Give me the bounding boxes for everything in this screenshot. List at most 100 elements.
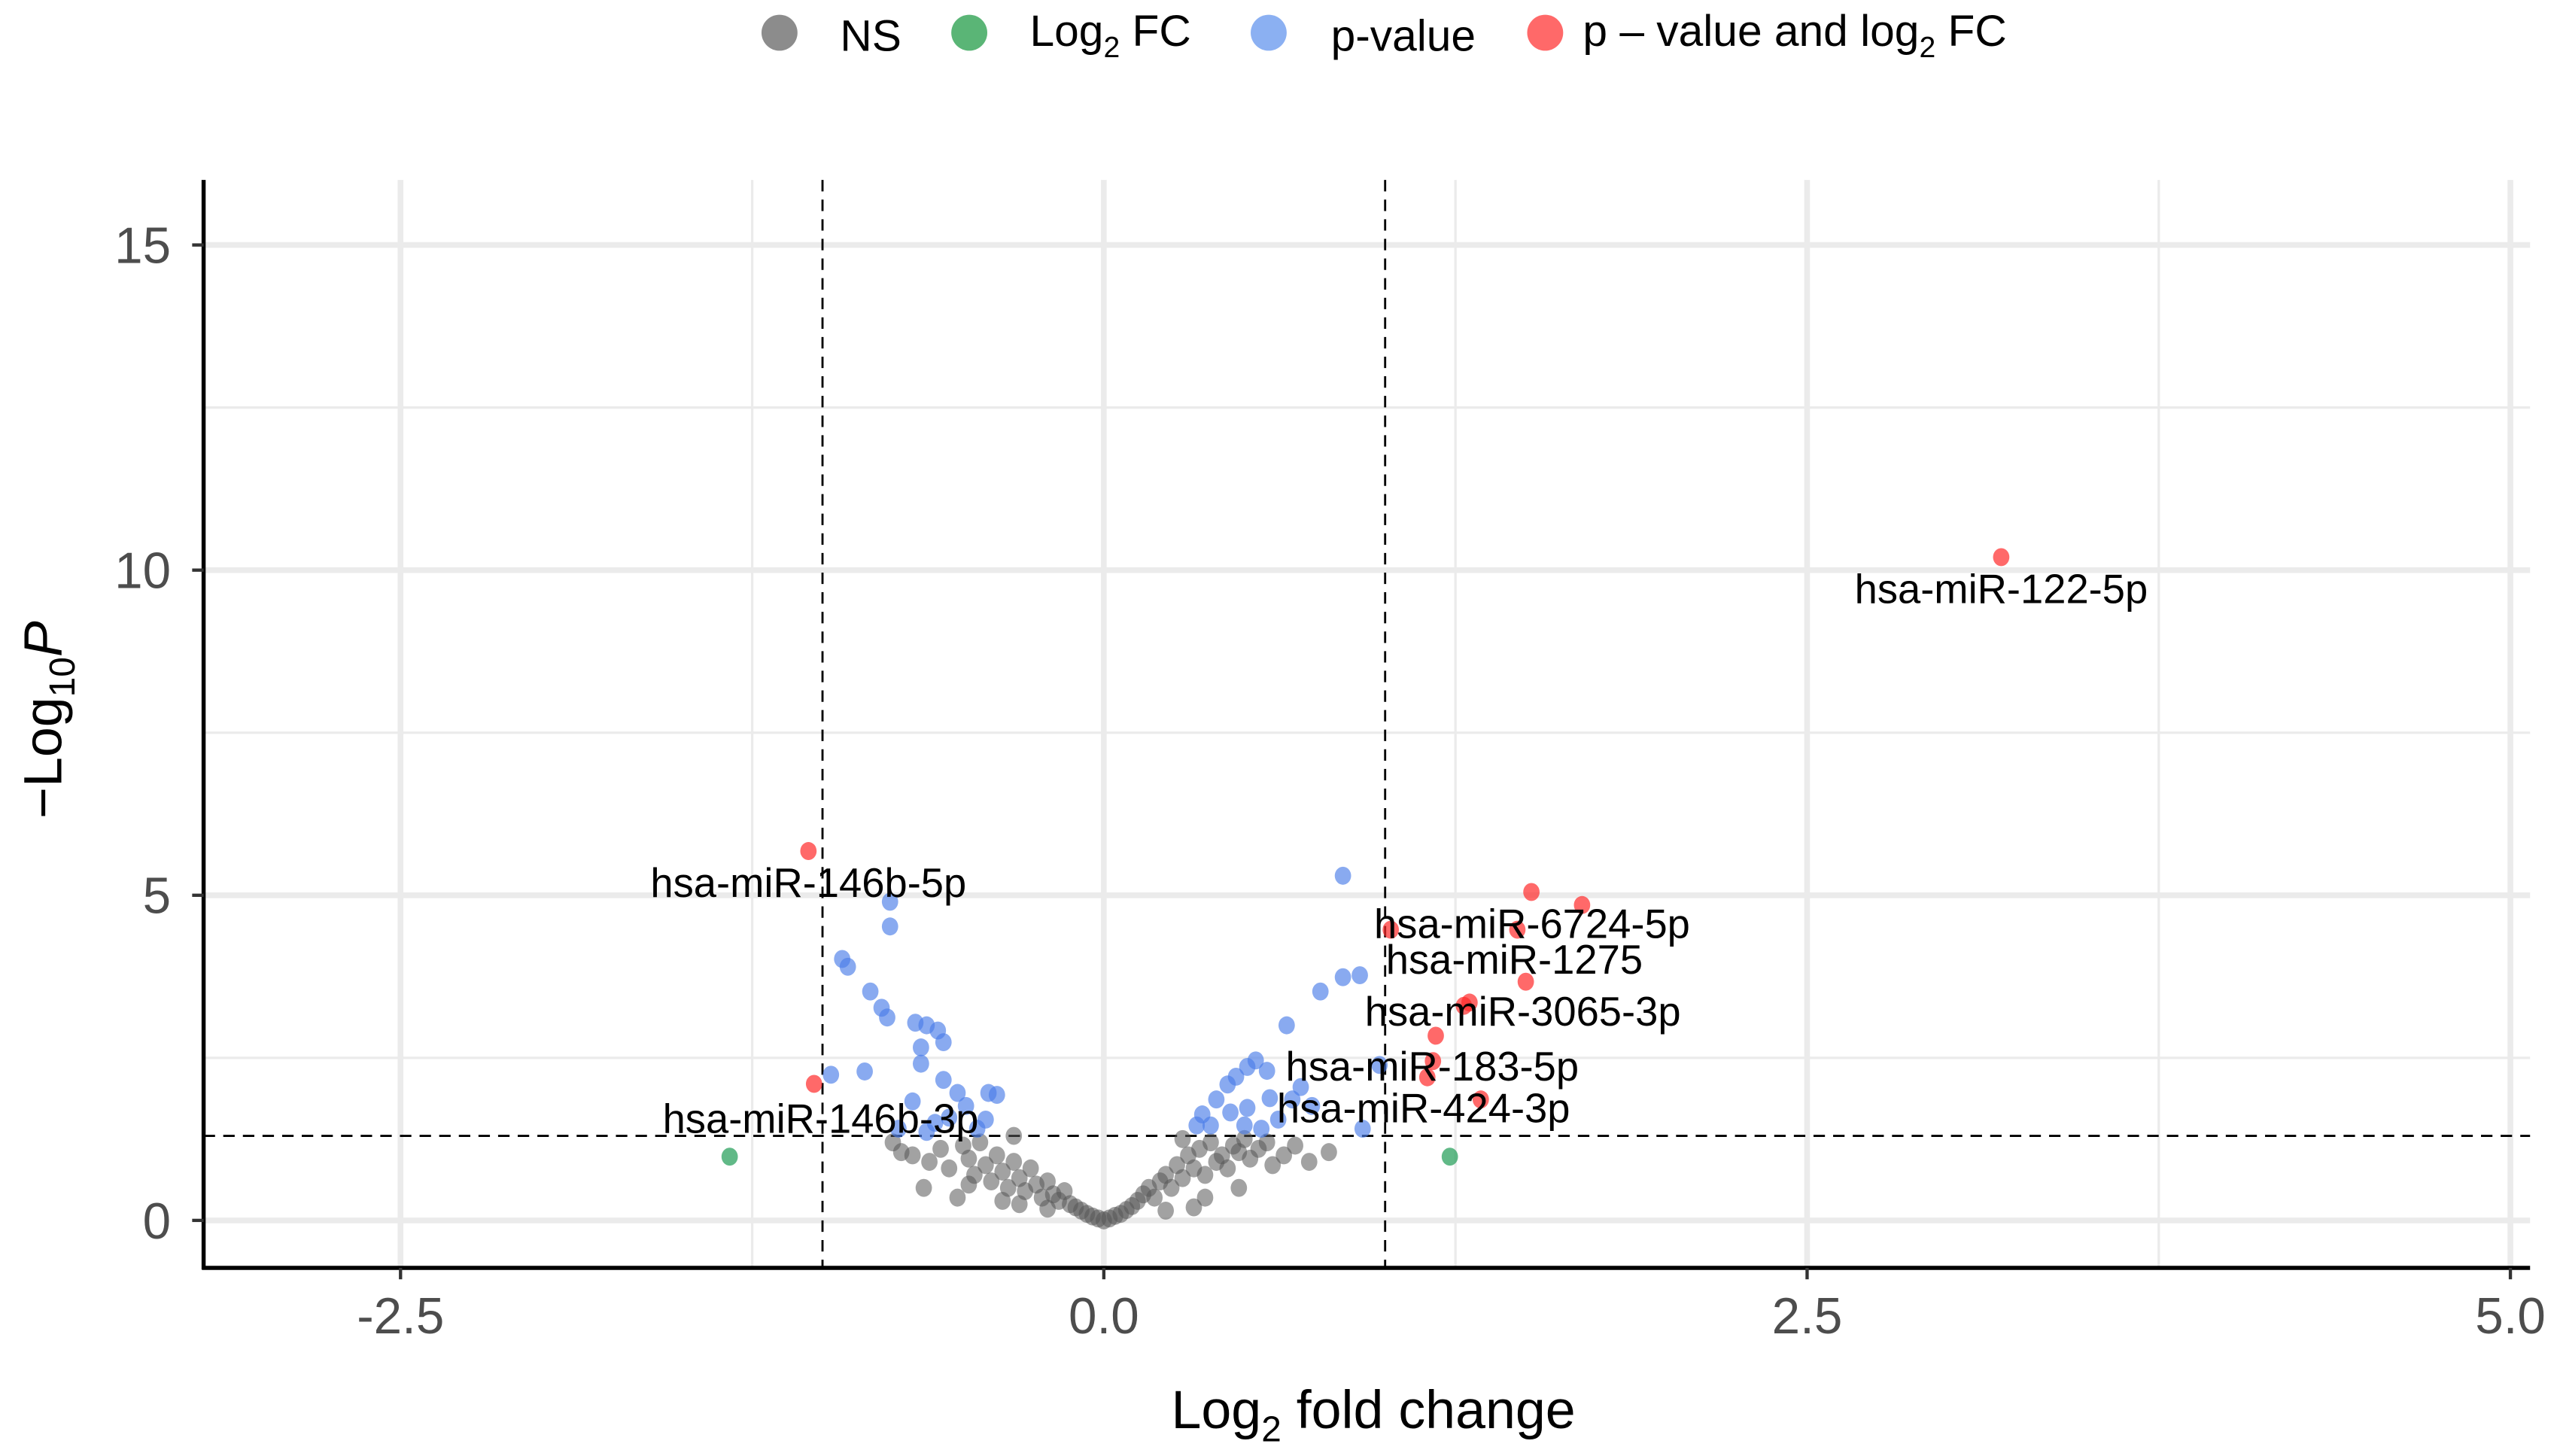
point-label: hsa-miR-146b-5p [650, 860, 966, 906]
point-both [1993, 548, 2010, 567]
point-p [1188, 1116, 1206, 1135]
y-axis-title: −Log10P [13, 621, 82, 819]
point-both [1418, 1068, 1436, 1087]
point-p [879, 1008, 895, 1027]
point-p [1219, 1075, 1236, 1094]
point-label: hsa-miR-1275 [1386, 937, 1643, 983]
point-p [839, 957, 856, 976]
point-label: hsa-miR-183-5p [1285, 1044, 1579, 1090]
point-p [881, 917, 898, 936]
point-both [1382, 920, 1400, 939]
legend-marker-ns [761, 14, 798, 51]
point-ns [932, 1139, 949, 1158]
point-ns [1157, 1201, 1174, 1220]
point-ns [1258, 1133, 1275, 1152]
point-p [1278, 1016, 1295, 1035]
point-p [935, 1033, 952, 1052]
point-ns [1039, 1199, 1056, 1218]
point-p [912, 1054, 929, 1073]
point-both [1509, 920, 1526, 939]
point-p [941, 1108, 958, 1127]
tick-labels: -2.5 0.0 2.5 5.0 0 5 10 15 [114, 217, 2546, 1344]
x-axis-title: Log2 fold change [1172, 1380, 1576, 1449]
legend-label-both: p – value and log2 FC [1583, 7, 2006, 64]
point-p [949, 1084, 966, 1102]
point-both [1472, 1090, 1489, 1109]
point-ns [1185, 1198, 1202, 1217]
point-both [1424, 1052, 1442, 1071]
legend-marker-pvalue [1251, 14, 1287, 51]
point-both [1573, 895, 1591, 914]
legend-label-log2fc: Log2 FC [1030, 7, 1191, 64]
x-tick-label: 2.5 [1772, 1288, 1843, 1345]
point-p [977, 1110, 994, 1129]
point-p [988, 1086, 1005, 1105]
point-p [1312, 982, 1329, 1001]
legend: NS Log2 FC p-value p – value and log2 FC [761, 7, 2007, 64]
point-ns [1005, 1126, 1023, 1145]
legend-item-ns: NS [761, 11, 901, 60]
point-p [862, 982, 879, 1001]
point-both [1461, 993, 1478, 1012]
point-ns [1321, 1143, 1337, 1162]
point-p [1354, 1120, 1371, 1138]
legend-label-ns: NS [840, 11, 901, 60]
point-ns [1264, 1156, 1282, 1175]
point-label: hsa-miR-424-3p [1277, 1086, 1570, 1132]
point-ns [1287, 1136, 1303, 1155]
point-ns [1174, 1169, 1191, 1187]
legend-marker-both [1527, 14, 1564, 51]
point-ns [904, 1146, 921, 1165]
point-ns [960, 1149, 977, 1168]
point-ns [1022, 1159, 1039, 1178]
point-p [912, 1038, 929, 1056]
point-p [1208, 1090, 1225, 1109]
point-p [1351, 966, 1368, 985]
point-ns [1005, 1153, 1023, 1172]
point-p [1284, 1090, 1301, 1109]
axes [201, 180, 2531, 1270]
point-p [1334, 968, 1351, 986]
point-both [1517, 972, 1534, 991]
point-ns [1163, 1178, 1180, 1197]
point-ns [994, 1192, 1011, 1210]
point-p [1334, 866, 1351, 885]
point-p [1269, 1110, 1287, 1129]
point-ns [1202, 1133, 1219, 1152]
point-ns [921, 1153, 938, 1172]
point-p [856, 1062, 873, 1081]
point-both [1523, 883, 1540, 901]
point-p [957, 1096, 974, 1115]
point-ns [994, 1163, 1011, 1181]
point-ns [1300, 1153, 1318, 1172]
point-ns [1275, 1146, 1292, 1165]
point-label: hsa-miR-6724-5p [1374, 901, 1690, 947]
point-p [1292, 1078, 1309, 1096]
grid [203, 180, 2531, 1268]
point-ns [915, 1178, 932, 1197]
y-tick-label: 5 [143, 868, 171, 925]
point-p [1202, 1116, 1219, 1135]
point-p [926, 1114, 944, 1132]
point-p [1261, 1089, 1278, 1108]
legend-item-pvalue: p-value [1251, 11, 1476, 60]
point-p [1222, 1103, 1239, 1122]
point-p [1239, 1057, 1256, 1076]
point-p [1258, 1062, 1275, 1081]
x-tick-label: -2.5 [357, 1288, 444, 1345]
point-p [881, 892, 898, 911]
points [721, 548, 2010, 1230]
point-both [805, 1075, 822, 1093]
point-p [1253, 1120, 1270, 1138]
point-p [1236, 1116, 1253, 1135]
y-tick-label: 0 [143, 1193, 171, 1250]
point-ns [1236, 1129, 1253, 1148]
point-p [1239, 1099, 1256, 1117]
point-p [1371, 1056, 1388, 1075]
point-ns [1219, 1159, 1236, 1178]
point-ns [941, 1159, 958, 1178]
legend-item-log2fc: Log2 FC [951, 7, 1191, 64]
point-ns [988, 1146, 1005, 1165]
y-tick-label: 10 [114, 543, 171, 600]
